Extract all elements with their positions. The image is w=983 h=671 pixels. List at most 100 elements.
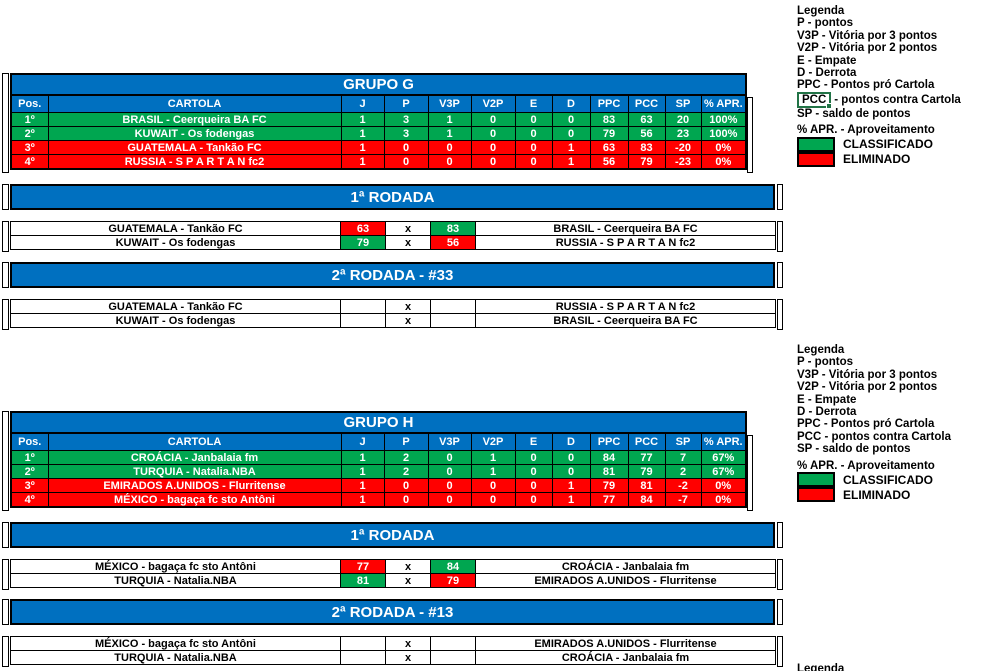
stat-cell[interactable]: 3	[383, 126, 429, 141]
stat-cell[interactable]: 0	[427, 478, 472, 493]
home-team-cell[interactable]: KUWAIT - Os fodengas	[10, 313, 341, 328]
header-cell[interactable]: PPC	[589, 432, 629, 451]
away-team-cell[interactable]: BRASIL - Ceerqueira BA FC	[475, 313, 776, 328]
stat-cell[interactable]: 0	[427, 140, 472, 155]
stat-cell[interactable]: 0%	[700, 140, 747, 155]
header-cell[interactable]: D	[551, 432, 591, 451]
stat-cell[interactable]: 1	[340, 450, 385, 465]
header-cell[interactable]: Pos.	[10, 94, 49, 113]
stat-cell[interactable]: 0%	[700, 478, 747, 493]
stat-cell[interactable]: 0	[514, 492, 553, 508]
home-team-cell[interactable]: KUWAIT - Os fodengas	[10, 235, 341, 250]
stat-cell[interactable]: 1	[470, 464, 516, 479]
pos-cell[interactable]: 1º	[10, 112, 49, 127]
home-score-cell[interactable]: 77	[340, 559, 386, 574]
stat-cell[interactable]: -7	[664, 492, 702, 508]
header-cell[interactable]: J	[340, 94, 385, 113]
stat-cell[interactable]: 0	[383, 154, 429, 170]
header-cell[interactable]: E	[514, 94, 553, 113]
stat-cell[interactable]: 63	[589, 140, 629, 155]
team-cell[interactable]: MÉXICO - bagaça fc sto Antôni	[47, 492, 342, 508]
stat-cell[interactable]: 84	[589, 450, 629, 465]
stat-cell[interactable]: 0	[427, 450, 472, 465]
home-team-cell[interactable]: MÉXICO - bagaça fc sto Antôni	[10, 636, 341, 651]
stat-cell[interactable]: 1	[340, 154, 385, 170]
stat-cell[interactable]: 0	[551, 126, 591, 141]
team-cell[interactable]: TURQUIA - Natalia.NBA	[47, 464, 342, 479]
stat-cell[interactable]: 1	[340, 140, 385, 155]
away-team-cell[interactable]: EMIRADOS A.UNIDOS - Flurritense	[475, 636, 776, 651]
home-score-cell[interactable]	[340, 650, 386, 665]
away-score-cell[interactable]: 56	[430, 235, 476, 250]
stat-cell[interactable]: 1	[551, 478, 591, 493]
stat-cell[interactable]: 0	[514, 464, 553, 479]
header-cell[interactable]: V2P	[470, 94, 516, 113]
pos-cell[interactable]: 4º	[10, 492, 49, 508]
stat-cell[interactable]: -23	[664, 154, 702, 170]
stat-cell[interactable]: 1	[470, 450, 516, 465]
header-cell[interactable]: V3P	[427, 432, 472, 451]
stat-cell[interactable]: 83	[589, 112, 629, 127]
stat-cell[interactable]: 0	[470, 478, 516, 493]
stat-cell[interactable]: 0	[427, 464, 472, 479]
group-title[interactable]: GRUPO G	[9, 73, 748, 96]
stat-cell[interactable]: 0	[383, 492, 429, 508]
stat-cell[interactable]: 56	[627, 126, 666, 141]
stat-cell[interactable]: 1	[551, 154, 591, 170]
stat-cell[interactable]: -2	[664, 478, 702, 493]
pos-cell[interactable]: 2º	[10, 126, 49, 141]
stat-cell[interactable]: 2	[383, 450, 429, 465]
stat-cell[interactable]: 0	[514, 126, 553, 141]
stat-cell[interactable]: -20	[664, 140, 702, 155]
pos-cell[interactable]: 4º	[10, 154, 49, 170]
stat-cell[interactable]: 0	[383, 140, 429, 155]
stat-cell[interactable]: 79	[589, 126, 629, 141]
away-score-cell[interactable]	[430, 313, 476, 328]
away-score-cell[interactable]	[430, 650, 476, 665]
stat-cell[interactable]: 0	[383, 478, 429, 493]
header-cell[interactable]: P	[383, 94, 429, 113]
round-banner[interactable]: 1ª RODADA	[10, 184, 775, 210]
stat-cell[interactable]: 0	[514, 478, 553, 493]
stat-cell[interactable]: 1	[340, 126, 385, 141]
header-cell[interactable]: Pos.	[10, 432, 49, 451]
home-score-cell[interactable]: 63	[340, 221, 386, 236]
stat-cell[interactable]: 2	[383, 464, 429, 479]
header-cell[interactable]: P	[383, 432, 429, 451]
away-team-cell[interactable]: EMIRADOS A.UNIDOS - Flurritense	[475, 573, 776, 588]
stat-cell[interactable]: 0	[551, 464, 591, 479]
home-score-cell[interactable]	[340, 636, 386, 651]
stat-cell[interactable]: 1	[340, 112, 385, 127]
home-score-cell[interactable]	[340, 299, 386, 314]
stat-cell[interactable]: 0	[514, 450, 553, 465]
stat-cell[interactable]: 7	[664, 450, 702, 465]
stat-cell[interactable]: 3	[383, 112, 429, 127]
team-cell[interactable]: BRASIL - Ceerqueira BA FC	[47, 112, 342, 127]
stat-cell[interactable]: 67%	[700, 464, 747, 479]
stat-cell[interactable]: 20	[664, 112, 702, 127]
header-cell[interactable]: J	[340, 432, 385, 451]
stat-cell[interactable]: 0	[514, 140, 553, 155]
stat-cell[interactable]: 56	[589, 154, 629, 170]
stat-cell[interactable]: 1	[340, 464, 385, 479]
stat-cell[interactable]: 77	[589, 492, 629, 508]
stat-cell[interactable]: 79	[627, 464, 666, 479]
group-title[interactable]: GRUPO H	[9, 411, 748, 434]
header-cell[interactable]: PCC	[627, 432, 666, 451]
home-team-cell[interactable]: TURQUIA - Natalia.NBA	[10, 573, 341, 588]
stat-cell[interactable]: 0	[514, 112, 553, 127]
away-team-cell[interactable]: RUSSIA - S P A R T A N fc2	[475, 299, 776, 314]
pos-cell[interactable]: 2º	[10, 464, 49, 479]
stat-cell[interactable]: 100%	[700, 126, 747, 141]
stat-cell[interactable]: 79	[627, 154, 666, 170]
away-score-cell[interactable]: 79	[430, 573, 476, 588]
stat-cell[interactable]: 1	[551, 140, 591, 155]
header-cell[interactable]: V2P	[470, 432, 516, 451]
away-score-cell[interactable]: 83	[430, 221, 476, 236]
round-banner[interactable]: 2ª RODADA - #13	[10, 599, 775, 625]
stat-cell[interactable]: 63	[627, 112, 666, 127]
header-cell[interactable]: PCC	[627, 94, 666, 113]
team-cell[interactable]: GUATEMALA - Tankão FC	[47, 140, 342, 155]
home-score-cell[interactable]: 79	[340, 235, 386, 250]
team-cell[interactable]: EMIRADOS A.UNIDOS - Flurritense	[47, 478, 342, 493]
